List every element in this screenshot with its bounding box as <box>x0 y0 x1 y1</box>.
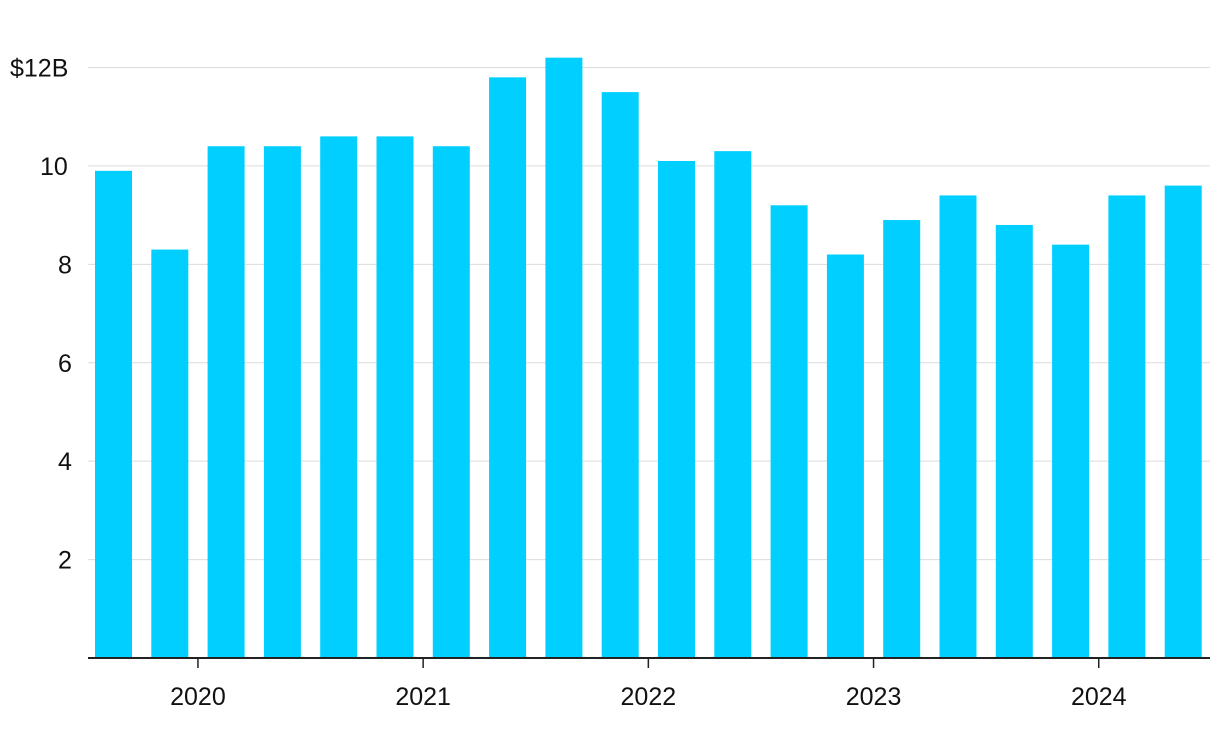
bars <box>95 57 1202 659</box>
bar <box>601 92 639 658</box>
y-tick-label: 6 <box>58 350 72 378</box>
bar <box>151 249 189 658</box>
bar <box>95 170 132 658</box>
bar <box>826 254 864 658</box>
x-tick-label: 2022 <box>621 683 677 711</box>
y-tick-label: 8 <box>58 251 72 279</box>
x-tick-label: 2023 <box>846 683 902 711</box>
bar <box>939 195 977 659</box>
bar <box>320 136 358 658</box>
y-tick-label: 10 <box>40 153 68 181</box>
bar <box>489 77 527 658</box>
x-tick-label: 2020 <box>170 683 226 711</box>
y-tick-label: 2 <box>58 547 72 575</box>
x-axis <box>88 657 1210 668</box>
bar <box>376 136 414 658</box>
bar <box>883 220 921 658</box>
bar <box>995 224 1033 658</box>
x-tick-label: 2024 <box>1071 683 1127 711</box>
x-tick-label: 2021 <box>395 683 451 711</box>
grid-lines <box>88 67 1210 561</box>
bar <box>1052 244 1090 658</box>
bar <box>263 146 301 658</box>
bar <box>658 160 695 658</box>
bar <box>207 146 245 658</box>
y-tick-label: $12B <box>10 55 68 83</box>
bar <box>1164 185 1202 658</box>
bar <box>1108 195 1146 659</box>
bar <box>432 146 470 658</box>
y-axis-labels: $12B 10 8 6 4 2 <box>10 55 72 575</box>
bar <box>714 151 752 658</box>
bar <box>545 57 583 659</box>
x-axis-labels: 2020 2021 2022 2023 2024 <box>170 683 1127 711</box>
y-tick-label: 4 <box>58 448 72 476</box>
bar <box>770 205 808 659</box>
